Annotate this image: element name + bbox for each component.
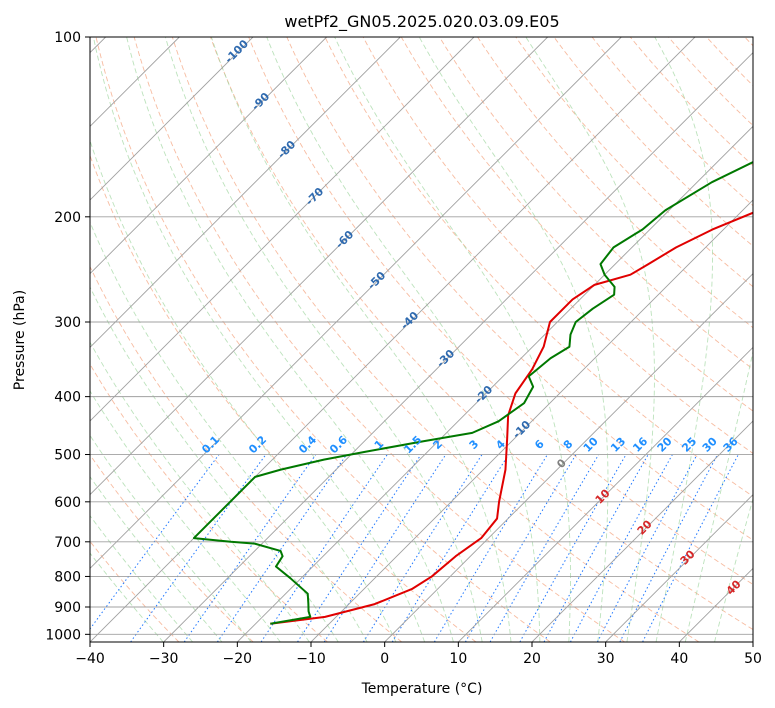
dry-adiabat-line [90,454,254,642]
dry-adiabat-line [133,37,625,642]
dry-adiabats [90,37,753,642]
mixing-ratio-line [464,454,577,642]
x-tick-label: −30 [149,651,179,667]
isotherm-line [90,37,622,569]
isotherm-line [163,52,753,642]
x-tick-label: 10 [449,651,467,667]
temperature-profile-line [270,211,753,625]
moist-adiabat-line [684,349,753,642]
moist-adiabat-line [90,221,368,642]
moist-adiabat-line [266,37,541,642]
isotherm-line [310,199,753,642]
x-tick-label: −40 [75,651,105,667]
dry-adiabat-line [248,37,753,585]
x-axis-title: Temperature (°C) [361,681,483,697]
y-tick-label: 500 [54,448,81,464]
x-tick-label: −10 [296,651,326,667]
mixing-ratio-line [130,454,267,642]
y-axis: 100 200 300 400 500 600 700 800 900 1000 [45,30,90,643]
y-tick-label: 1000 [45,627,81,643]
moist-adiabat-line [714,497,753,642]
isotherm-line [458,346,753,642]
isotherm-line [531,420,753,642]
moist-adiabat-line [418,37,609,642]
mixing-ratio-line [433,454,548,642]
x-tick-label: 40 [670,651,688,667]
y-tick-label: 400 [54,390,81,406]
isotherm-line [90,37,401,348]
isotherm-line [90,37,696,642]
y-axis-title: Pressure (hPa) [12,290,28,390]
moist-adiabat-line [92,37,426,642]
pressure-grid [90,37,753,635]
moist-adiabat-line [334,37,571,642]
y-tick-label: 100 [54,30,81,46]
dewpoint-profile-line [192,161,753,625]
mixing-ratio-line [297,454,422,642]
dry-adiabat-line [629,37,753,167]
y-tick-label: 900 [54,600,81,616]
x-tick-label: 20 [523,651,541,667]
mixing-ratio-line [216,454,348,642]
mixing-ratio-line [323,454,447,642]
mixing-ratio-line [183,454,317,642]
dry-adiabat-line [324,37,753,497]
plot-frame [89,36,754,643]
x-tick-label: 0 [380,651,389,667]
dry-adiabat-line [400,37,753,412]
mixing-ratio-line [596,454,698,642]
isotherm-line [90,37,254,201]
y-tick-label: 600 [54,495,81,511]
chart-title: wetPf2_GN05.2025.020.03.09.E05 [284,12,559,32]
isotherms [90,37,753,642]
dry-adiabat-line [286,37,753,541]
dry-adiabat-line [362,37,753,454]
x-tick-label: 50 [744,651,762,667]
moist-adiabat-line [210,37,512,642]
mixing-ratio-line [260,454,388,642]
mixing-ratio-line [519,454,627,642]
isotherm-line [90,37,327,275]
profile-series [192,161,753,625]
y-tick-label: 700 [54,535,81,551]
moist-adiabats [90,37,753,642]
plot-area: -100-90-80-70-60-50-40-30-20-100.1 0.2 0.4… [90,37,753,642]
dry-adiabat-line [95,37,551,642]
isotherm-line [605,494,753,642]
y-tick-label: 300 [54,315,81,331]
moist-adiabat-line [90,341,310,642]
isotherm-line [90,37,475,422]
moist-adiabat-line [90,286,339,642]
moist-adiabat-line [90,434,252,642]
dry-adiabat-line [90,265,403,642]
dry-adiabat-line [210,37,753,631]
mixing-ratio-line [569,454,673,642]
isotherm-line [237,125,753,642]
dry-adiabat-line [553,37,753,247]
mixing-ratio-line [489,454,600,642]
x-tick-label: 30 [597,651,615,667]
y-tick-label: 200 [54,210,81,226]
moist-adiabat-line [525,37,655,642]
mixing-ratio-line [90,454,220,630]
moist-adiabat-line [164,37,483,642]
x-tick-label: −20 [223,651,253,667]
isotherm-line [90,37,548,496]
dry-adiabat-line [515,37,753,288]
y-tick-label: 800 [54,569,81,585]
mixing-ratio-lines [90,454,739,642]
moist-adiabat-line [90,139,397,642]
moist-adiabat-line [654,37,713,642]
isotherm-line [384,273,753,642]
x-axis: −40 −30 −20 −10 0 10 20 30 40 50 [75,642,762,667]
